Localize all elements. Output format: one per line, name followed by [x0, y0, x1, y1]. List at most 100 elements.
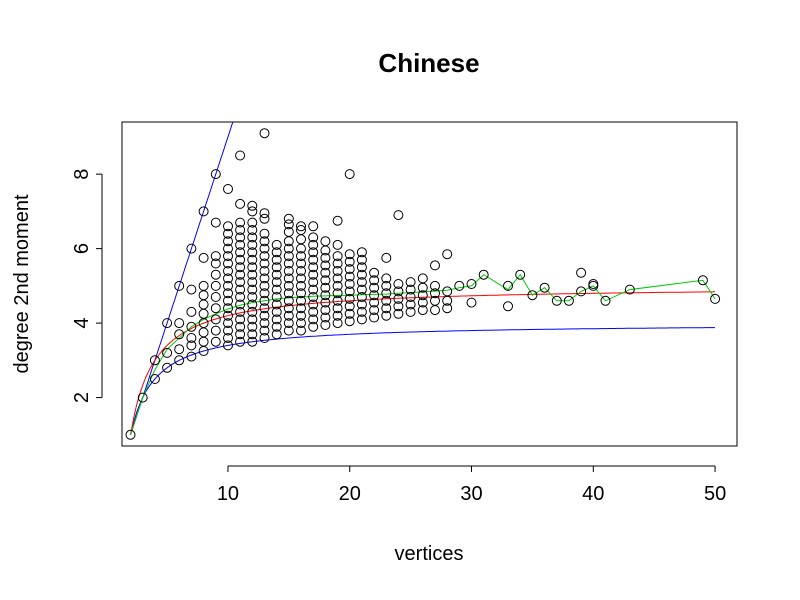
data-point: [210, 314, 221, 325]
data-point: [235, 284, 246, 295]
data-point: [186, 340, 197, 351]
data-point: [174, 318, 185, 329]
data-point: [405, 306, 416, 317]
lower-bound-line: [130, 327, 716, 435]
data-point: [442, 303, 453, 314]
data-point: [332, 280, 343, 291]
data-point: [344, 264, 355, 275]
data-point: [344, 301, 355, 312]
data-point: [332, 215, 343, 226]
data-point: [332, 310, 343, 321]
data-point: [235, 299, 246, 310]
data-point: [210, 251, 221, 262]
data-point: [271, 262, 282, 273]
data-point: [247, 314, 258, 325]
y-axis: 2 4 6 8: [71, 169, 103, 403]
data-point: [405, 299, 416, 310]
data-point: [308, 277, 319, 288]
data-point: [283, 258, 294, 269]
data-point: [381, 280, 392, 291]
data-point: [235, 225, 246, 235]
data-point: [356, 314, 367, 325]
data-point: [381, 252, 392, 263]
data-point: [369, 267, 380, 278]
data-point: [393, 286, 404, 297]
x-axis-label: vertices: [395, 543, 464, 565]
data-point: [271, 329, 282, 340]
data-point: [356, 306, 367, 317]
data-point: [308, 321, 319, 332]
data-point: [296, 225, 306, 235]
y-tick-label: 2: [71, 392, 93, 403]
chart-title: Chinese: [378, 48, 479, 78]
data-point: [259, 213, 270, 224]
data-point: [174, 280, 185, 291]
data-point: [198, 308, 209, 319]
data-point: [247, 247, 258, 258]
data-point: [247, 321, 258, 332]
data-point: [247, 254, 258, 265]
data-point: [296, 318, 306, 329]
data-point: [223, 280, 233, 291]
x-tick-label: 10: [217, 483, 239, 505]
data-point: [381, 288, 392, 299]
y-tick-label: 6: [71, 243, 93, 254]
mean-line: [130, 273, 716, 435]
data-point: [223, 288, 233, 299]
data-point: [271, 284, 282, 295]
data-point: [283, 213, 294, 224]
data-point: [271, 277, 282, 288]
data-point: [210, 269, 221, 280]
x-tick-label: 20: [339, 483, 361, 505]
data-point: [259, 258, 270, 269]
data-point: [308, 254, 319, 265]
data-point: [283, 243, 294, 254]
data-point: [235, 262, 246, 273]
data-point: [186, 284, 197, 295]
data-point: [576, 286, 587, 297]
data-point: [344, 316, 355, 327]
data-point: [332, 239, 343, 250]
data-point: [308, 247, 319, 258]
data-point: [223, 251, 233, 262]
data-point: [259, 280, 270, 291]
data-point: [283, 266, 294, 276]
data-point: [417, 290, 428, 301]
data-point: [259, 273, 270, 284]
data-point: [600, 295, 611, 306]
data-point: [417, 305, 428, 316]
data-point: [271, 247, 282, 258]
data-point: [174, 355, 185, 366]
data-point: [223, 184, 233, 194]
data-point: [405, 277, 416, 288]
data-point: [344, 286, 355, 297]
data-point: [235, 247, 246, 258]
data-point: [223, 333, 233, 343]
data-point: [283, 280, 294, 291]
data-point: [247, 262, 258, 273]
data-point: [393, 293, 404, 304]
data-point: [247, 336, 258, 347]
data-point: [247, 206, 258, 217]
data-point: [271, 314, 282, 325]
data-point: [381, 303, 392, 314]
data-point: [332, 303, 343, 314]
data-point: [430, 305, 440, 316]
data-point: [162, 362, 173, 373]
data-point: [174, 344, 185, 355]
data-point: [271, 306, 282, 317]
data-point: [186, 351, 197, 362]
data-point: [356, 269, 367, 280]
data-point: [344, 271, 355, 282]
data-point: [430, 280, 440, 291]
data-point: [320, 260, 331, 271]
data-point: [369, 305, 380, 316]
data-point: [332, 288, 343, 299]
points-layer: [125, 128, 721, 440]
data-point: [223, 318, 233, 329]
data-point: [356, 254, 367, 265]
data-point: [308, 299, 319, 310]
data-point: [235, 254, 246, 265]
data-point: [296, 234, 306, 245]
data-point: [417, 273, 428, 284]
